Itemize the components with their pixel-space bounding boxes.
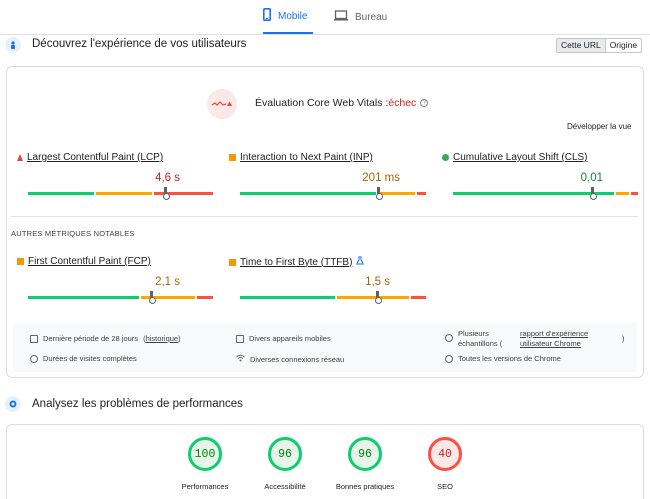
info-devices-text: Divers appareils mobiles [249,334,331,343]
devices-icon [236,334,244,343]
info-durations: Durées de visites complètes [30,354,137,363]
timer-icon [30,354,38,363]
average-square-icon [17,258,24,265]
good-circle-icon [442,154,449,161]
metric-lcp-link[interactable]: Largest Contentful Paint (LCP) [17,152,163,163]
metric-lcp-label: Largest Contentful Paint (LCP) [27,152,164,163]
users-icon [5,37,21,53]
tab-desktop[interactable]: Bureau [334,0,394,34]
metric-cls-value: 0,01 [580,172,603,184]
info-durations-text: Durées de visites complètes [43,354,137,363]
cwv-status: échec [388,97,417,109]
desktop-icon [334,10,348,24]
metric-inp-value: 201 ms [362,172,400,184]
toggle-this-url[interactable]: Cette URL [557,39,606,52]
tab-divider [0,34,650,35]
metrics-divider [11,216,638,217]
info-chrome: Toutes les versions de Chrome [445,354,561,363]
crux-report-link[interactable]: rapport d'expérience utilisateur Chrome [520,329,589,348]
metric-fcp-distribution-bar [28,296,213,299]
score-label-seo: SEO [437,482,453,491]
score-gauge-best-practices[interactable]: 96 [348,437,382,471]
tab-mobile-label: Mobile [278,10,308,22]
score-label-best-practices: Bonnes pratiques [335,482,395,491]
chrome-icon [445,354,453,363]
metric-ttfb-distribution-bar [240,296,426,299]
perf-section-title: Analysez les problèmes de performances [32,398,243,410]
metric-fcp-label: First Contentful Paint (FCP) [28,256,151,267]
metric-fcp-link[interactable]: First Contentful Paint (FCP) [17,256,151,267]
metric-cls-label: Cumulative Layout Shift (CLS) [453,152,588,163]
average-square-icon [229,154,236,161]
metric-inp-label: Interaction to Next Paint (INP) [240,152,373,163]
metric-lcp-value: 4,6 s [155,172,180,184]
info-network-text: Diverses connexions réseau [250,354,345,364]
history-link[interactable]: historique [145,334,179,343]
info-samples-suffix: ) [622,334,625,343]
wifi-icon [236,354,245,364]
poor-triangle-icon [17,154,23,161]
samples-icon [445,334,453,342]
metric-fcp-value: 2,1 s [155,276,180,288]
toggle-origin[interactable]: Origine [609,40,638,50]
metric-inp-link[interactable]: Interaction to Next Paint (INP) [229,152,373,163]
other-metrics-title: AUTRES MÉTRIQUES NOTABLES [11,229,135,238]
metric-ttfb-label: Time to First Byte (TTFB) [240,256,353,268]
info-period: Dernière période de 28 jours (historique… [30,334,181,343]
performance-icon [5,396,21,412]
metric-ttfb-marker [375,291,382,304]
info-chrome-text: Toutes les versions de Chrome [458,354,561,363]
metric-cls-distribution-bar [453,192,638,195]
score-gauge-performance[interactable]: 100 [188,437,222,471]
cwv-title-prefix: Évaluation Core Web Vitals : [255,97,389,109]
metric-cls-link[interactable]: Cumulative Layout Shift (CLS) [442,152,588,163]
metric-lcp-marker [163,187,170,200]
metric-inp-marker [376,187,383,200]
scores-card [6,424,644,499]
info-period-text: Dernière période de 28 jours [43,334,139,343]
average-square-icon [229,258,236,266]
metric-ttfb-link[interactable]: Time to First Byte (TTFB) [229,256,365,268]
smartphone-icon [263,8,272,24]
expand-view-button[interactable]: Développer la vue [567,122,632,131]
metric-inp-distribution-bar [240,192,426,195]
metric-lcp-distribution-bar [28,192,213,195]
metric-fcp-marker [149,291,156,304]
score-gauge-accessibility[interactable]: 96 [268,437,302,471]
tab-mobile[interactable]: Mobile [263,0,313,34]
info-network: Diverses connexions réseau [236,354,344,364]
score-label-accessibility: Accessibilité [264,482,306,491]
calendar-icon [30,334,38,343]
url-origin-toggle[interactable]: Cette URL Origine [556,38,643,53]
info-devices: Divers appareils mobiles [236,334,331,343]
info-samples-text: Plusieurs échantillons ( [458,329,503,348]
score-label-performance: Performances [181,482,229,491]
tab-desktop-label: Bureau [355,11,388,23]
flask-icon [356,256,365,268]
metric-cls-marker [590,187,597,200]
ux-section-title: Découvrez l'expérience de vos utilisateu… [32,38,247,50]
cwv-fail-icon [207,89,237,119]
data-info-panel [13,322,637,372]
cwv-assessment-title: Évaluation Core Web Vitals :échec? [255,97,429,109]
help-icon[interactable]: ? [420,99,429,108]
score-gauge-seo[interactable]: 40 [428,437,462,471]
metric-ttfb-value: 1,5 s [365,276,390,288]
info-samples: Plusieurs échantillons ( rapport d'expér… [445,329,625,349]
